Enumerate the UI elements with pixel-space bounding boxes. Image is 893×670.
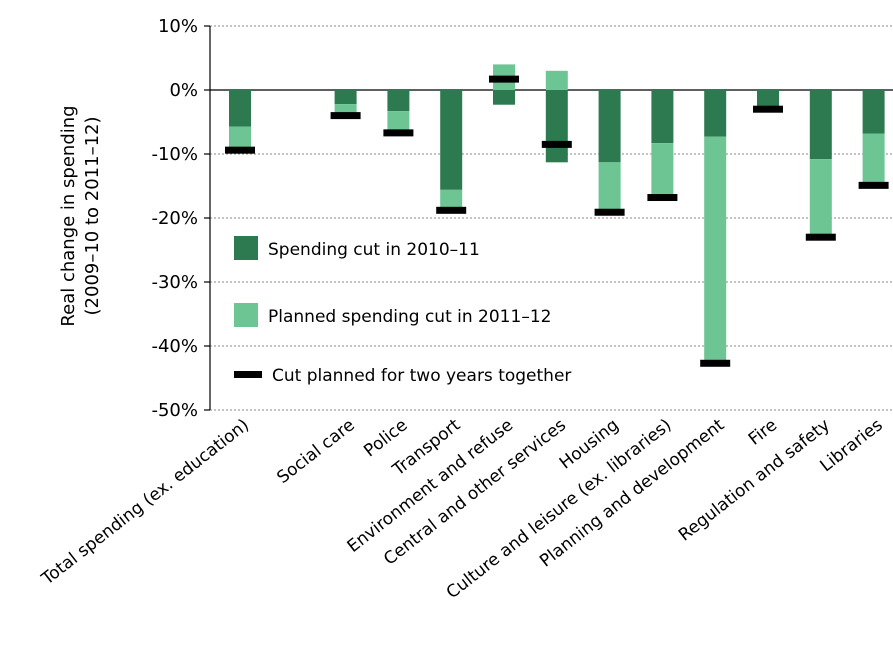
y-tick-label: 10% [158, 16, 198, 37]
legend-swatch-2010-11 [234, 236, 258, 260]
y-axis-title-line2: (2009–10 to 2011–12) [82, 117, 103, 316]
marker-two-years [647, 194, 678, 202]
bar-2011-12 [387, 111, 410, 133]
marker-two-years [330, 112, 361, 120]
legend-label-2011-12: Planned spending cut in 2011–12 [268, 307, 551, 327]
marker-two-years [225, 146, 255, 154]
marker-two-years [700, 359, 731, 367]
legend-swatch-two-years [234, 371, 262, 378]
marker-two-years [489, 75, 519, 83]
bar-2011-12 [440, 189, 463, 210]
marker-two-years [858, 181, 889, 189]
bar-2010-11 [651, 90, 674, 144]
legend-swatch-2011-12 [234, 303, 258, 327]
marker-two-years [436, 206, 467, 214]
bar-2010-11 [862, 90, 885, 134]
legend-label-two-years: Cut planned for two years together [272, 366, 571, 386]
marker-two-years [383, 129, 414, 137]
y-tick-label: -30% [151, 272, 198, 293]
bar-2011-12 [704, 136, 727, 363]
bar-2010-11 [757, 90, 779, 108]
marker-two-years [805, 233, 836, 241]
category-label: Social care [273, 415, 358, 488]
bar-2011-12 [598, 162, 621, 212]
legend-label-2010-11: Spending cut in 2010–11 [268, 240, 480, 260]
bar-2010-11 [334, 90, 357, 105]
marker-two-years [753, 105, 783, 113]
legend: Spending cut in 2010–11 Planned spending… [234, 236, 571, 386]
category-label: Fire [745, 415, 781, 449]
marker-two-years [594, 208, 625, 216]
y-tick-label: -40% [151, 336, 198, 357]
bar-2010-11 [387, 90, 410, 112]
bar-2011-12 [229, 126, 251, 150]
bar-2010-11 [545, 90, 568, 163]
bar-2011-12 [651, 143, 674, 197]
two-year-markers [225, 75, 889, 367]
y-axis-title: Real change in spending (2009–10 to 2011… [58, 105, 103, 326]
bar-2010-11 [440, 90, 463, 190]
y-tick-label: 0% [169, 80, 198, 101]
y-tick-label: -10% [151, 144, 198, 165]
bar-2011-12 [809, 159, 832, 237]
bar-2011-12 [545, 70, 568, 90]
gridlines [210, 25, 893, 411]
bar-2011-12 [334, 104, 357, 116]
y-axis-title-line1: Real change in spending [58, 105, 79, 326]
y-tick-label: -20% [151, 208, 198, 229]
marker-two-years [541, 140, 572, 148]
category-labels: Total spending (ex. education) Social car… [37, 415, 886, 603]
bar-2010-11 [598, 90, 621, 163]
bar-2010-11 [704, 90, 727, 137]
bar-2010-11 [229, 90, 251, 127]
y-axis-ticks: 10% 0% -10% -20% -30% -40% -50% [151, 16, 210, 421]
y-tick-label: -50% [151, 400, 198, 421]
bar-2010-11 [809, 90, 832, 160]
bar-2011-12 [862, 133, 885, 183]
bar-2010-11 [493, 90, 515, 105]
category-label: Total spending (ex. education) [37, 415, 253, 590]
